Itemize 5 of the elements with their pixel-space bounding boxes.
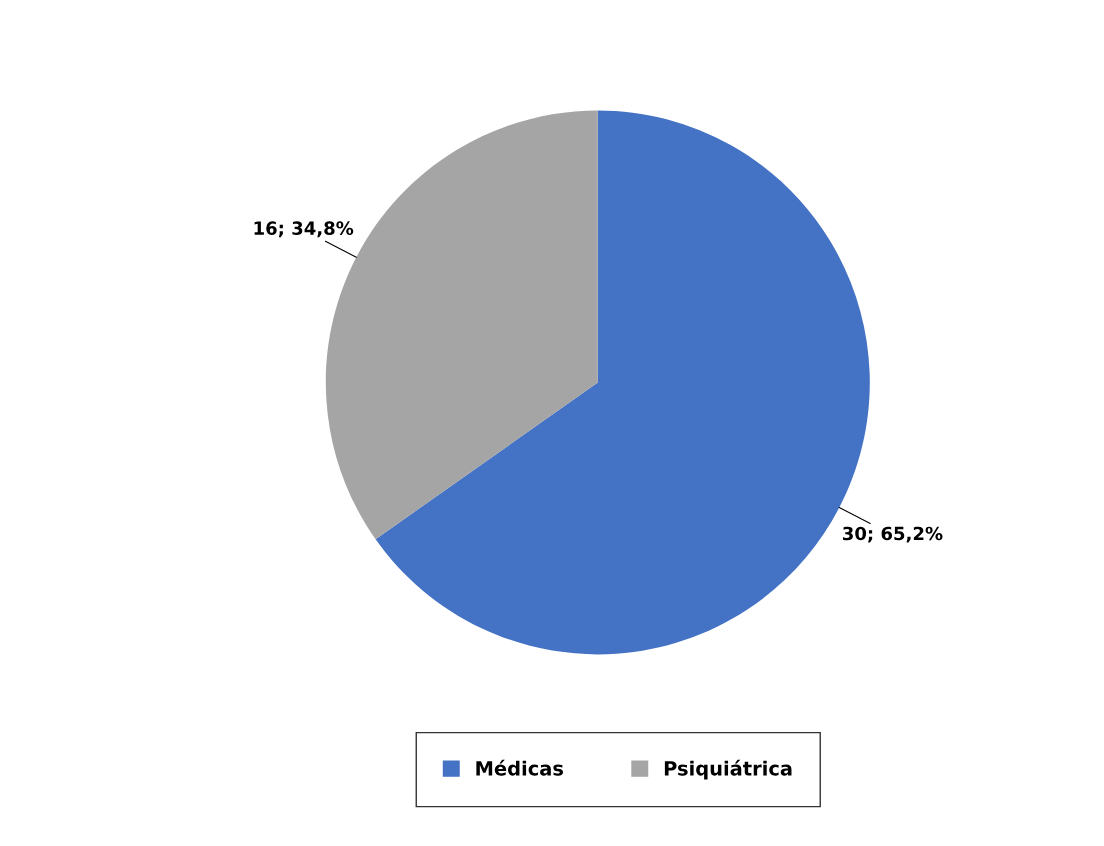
- pie-slice: [375, 110, 870, 655]
- data-label: 30; 65,2%: [843, 526, 943, 543]
- legend-label: Médicas: [476, 759, 564, 776]
- legend-label: Psiquiátrica: [664, 759, 792, 780]
- data-label: 16; 34,8%: [254, 221, 354, 238]
